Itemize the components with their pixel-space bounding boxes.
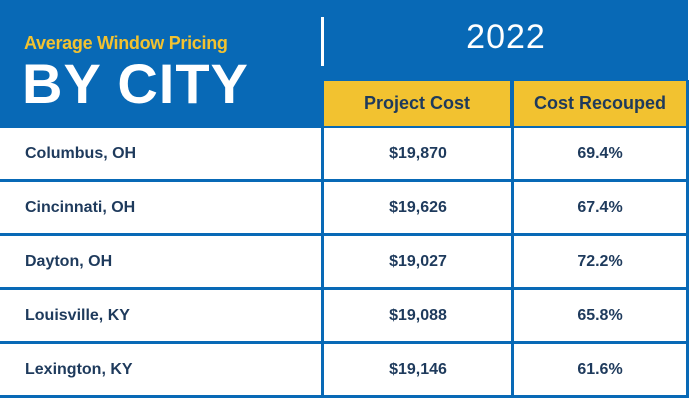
project-cost-cell: $19,146 [389,360,447,378]
city-cell: Columbus, OH [25,144,137,162]
city-cell: Cincinnati, OH [25,198,136,216]
cost-recouped-cell: 69.4% [577,144,623,162]
page-title: BY CITY [22,52,249,115]
project-cost-cell: $19,870 [389,144,447,162]
table-row: Louisville, KY $19,088 65.8% [0,290,688,344]
project-cost-cell: $19,027 [389,252,447,270]
column-divider [511,80,514,398]
year-label: 2022 [466,18,546,56]
subtitle: Average Window Pricing [24,33,228,53]
project-cost-cell: $19,626 [389,198,447,216]
city-cell: Louisville, KY [25,306,130,324]
project-cost-cell: $19,088 [389,306,447,324]
cost-recouped-cell: 61.6% [577,360,623,378]
header-divider [321,17,324,66]
table-row: Cincinnati, OH $19,626 67.4% [0,182,688,236]
column-header-project-cost: Project Cost [324,81,510,126]
city-cell: Lexington, KY [25,360,133,378]
column-divider [321,80,324,398]
table-row: Columbus, OH $19,870 69.4% [0,128,688,182]
city-cell: Dayton, OH [25,252,113,270]
column-header-cost-recouped: Cost Recouped [514,81,686,126]
table-row: Dayton, OH $19,027 72.2% [0,236,688,290]
cost-recouped-cell: 65.8% [577,306,623,324]
table-right-border [686,80,689,398]
cost-recouped-cell: 67.4% [577,198,623,216]
cost-recouped-cell: 72.2% [577,252,623,270]
table-row: Lexington, KY $19,146 61.6% [0,344,688,398]
